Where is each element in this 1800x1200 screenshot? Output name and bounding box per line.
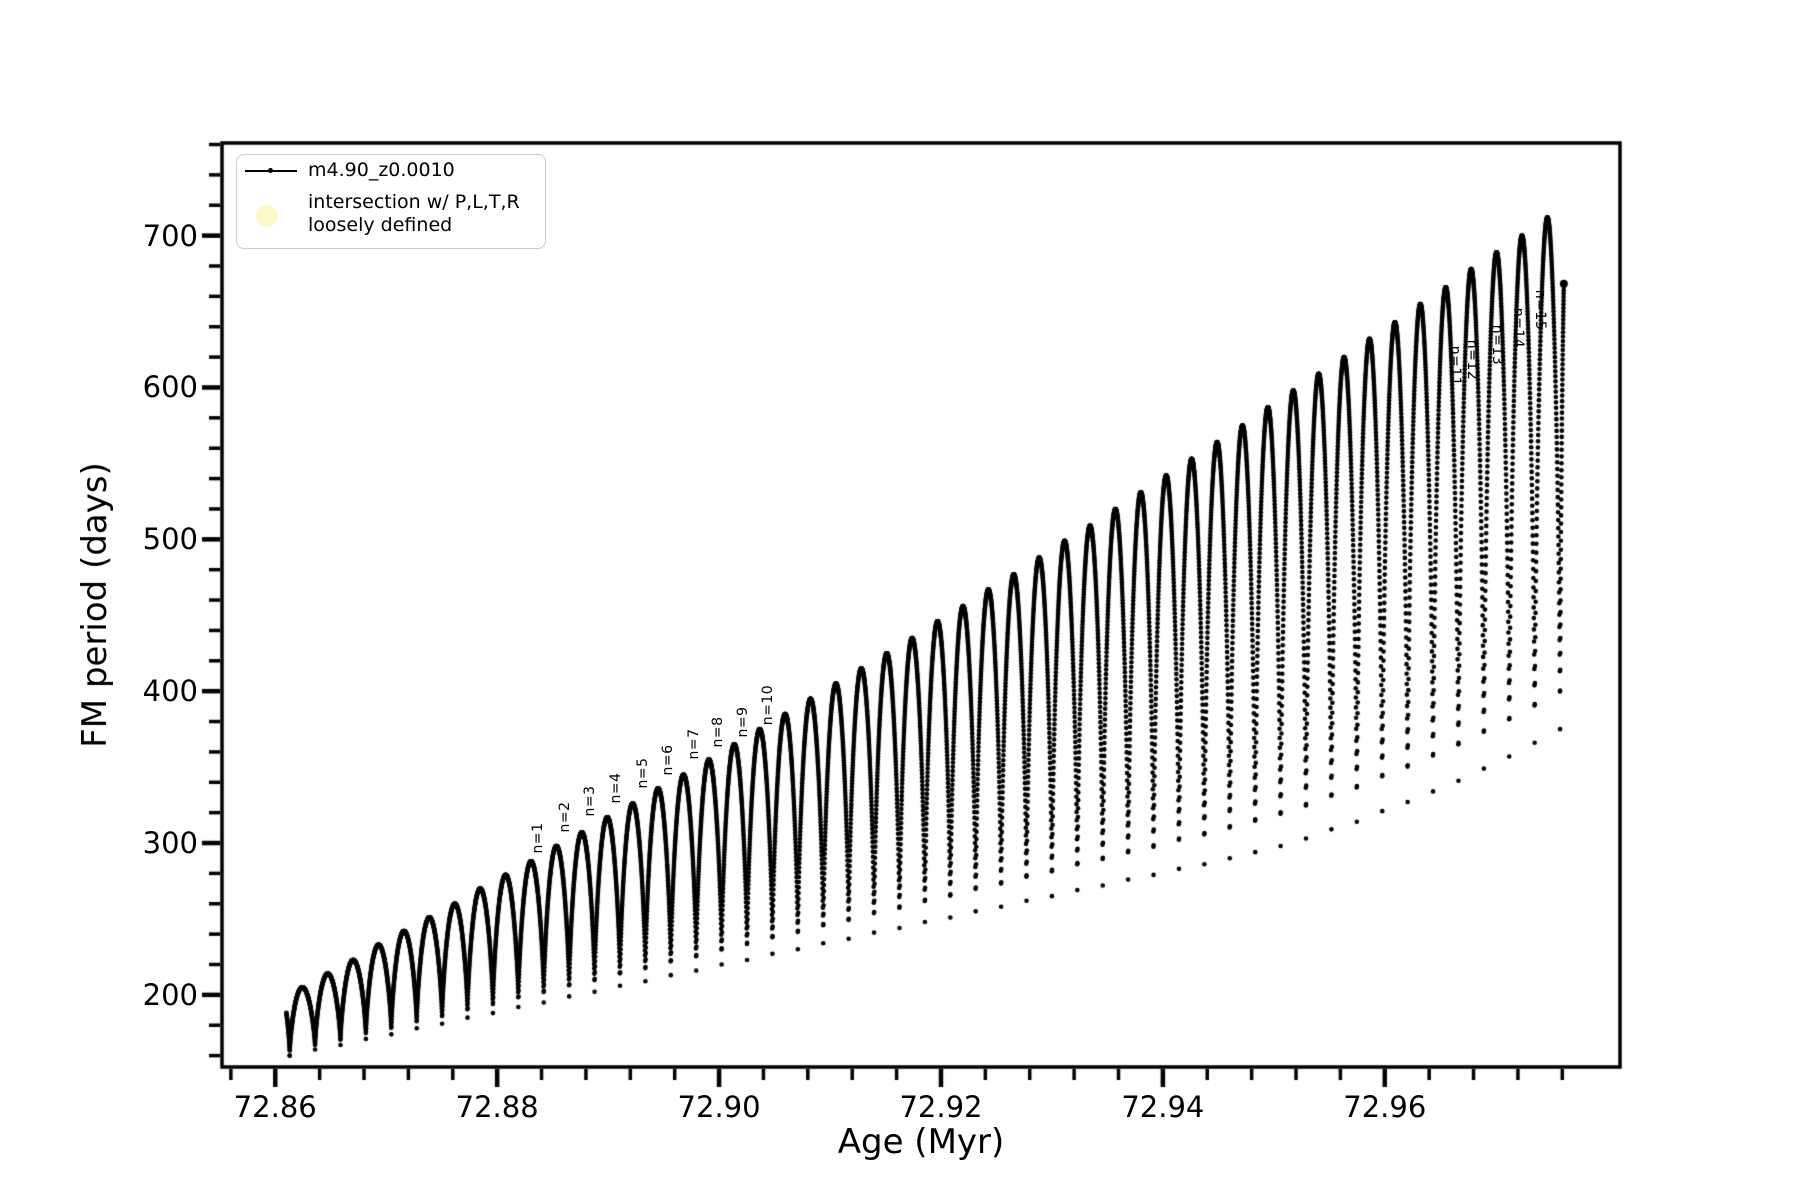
legend-line-sample [245,168,297,173]
y-tick-label: 400 [142,674,198,709]
cycle-number-label: n=7 [685,728,702,760]
y-axis-label: FM period (days) [75,462,115,748]
legend-intersection-label-line1: intersection w/ P,L,T,R [308,191,520,213]
y-tick-label: 200 [142,977,198,1012]
cycle-number-label: n=4 [607,772,624,804]
legend-intersection-label-line2: loosely defined [308,214,453,236]
y-tick-label: 600 [142,370,198,405]
x-tick-label: 72.86 [233,1090,317,1124]
legend-line-marker-dot [268,168,273,173]
legend-intersection-marker-icon [256,205,278,227]
y-tick-label: 300 [142,826,198,861]
cycle-number-label: n=6 [660,743,677,776]
x-tick-label: 72.96 [1343,1090,1427,1124]
x-tick-label: 72.90 [677,1090,761,1124]
cycle-number-label: n=8 [709,716,726,748]
cycle-number-label: n=10 [759,684,776,726]
cycle-number-label: n=14 [1509,308,1526,349]
x-tick-label: 72.88 [455,1090,539,1124]
cycle-number-label: n=5 [634,757,651,789]
cycle-number-label: n=2 [556,801,573,833]
cycle-number-label: n=9 [735,706,752,738]
cycle-number-label: n=15 [1532,289,1549,331]
x-tick-label: 72.92 [899,1090,983,1124]
cycle-number-label: n=13 [1488,324,1505,366]
y-tick-label: 700 [142,218,198,253]
cycle-number-label: n=3 [582,784,599,817]
cycle-number-label: n=11 [1446,345,1463,387]
legend-series-label: m4.90_z0.0010 [308,159,455,181]
y-tick-label: 500 [142,522,198,557]
legend-intersection-label: intersection w/ P,L,T,R loosely defined [308,191,520,237]
legend: m4.90_z0.0010 intersection w/ P,L,T,R lo… [236,154,546,249]
cycle-number-label: n=1 [530,822,547,854]
x-tick-label: 72.94 [1121,1090,1205,1124]
x-axis-label: Age (Myr) [837,1122,1005,1162]
cycle-number-label: n=12 [1464,339,1481,381]
